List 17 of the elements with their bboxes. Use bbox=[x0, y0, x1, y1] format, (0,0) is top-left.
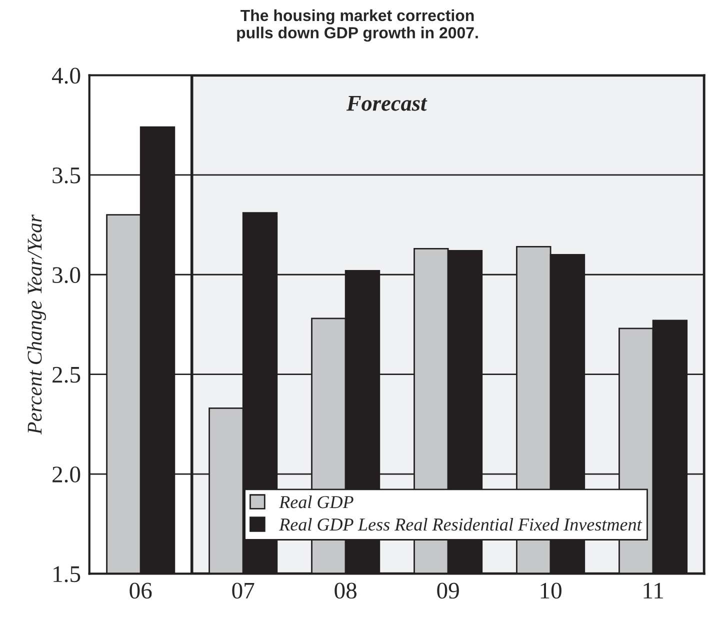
y-tick-label: 2.5 bbox=[52, 366, 80, 383]
chart-title: The housing market correction pulls down GDP growth in 2007. bbox=[237, 9, 478, 42]
x-tick-label: 08 bbox=[334, 582, 356, 599]
y-tick-label: 3.5 bbox=[52, 167, 80, 184]
legend-label: Real GDP Less Real Residential Fixed Investment bbox=[279, 518, 642, 531]
x-tick-label: 10 bbox=[540, 582, 562, 599]
x-tick-label: 06 bbox=[130, 582, 152, 599]
band-label: Forecast bbox=[346, 96, 428, 111]
x-tick-label: 09 bbox=[437, 582, 459, 599]
y-tick-label: 3.0 bbox=[52, 267, 80, 284]
x-tick-label: 07 bbox=[232, 582, 254, 599]
legend-label: Real GDP bbox=[279, 496, 354, 508]
y-tick-label: 2.0 bbox=[52, 466, 80, 483]
y-tick-label: 4.0 bbox=[52, 68, 80, 84]
y-axis-title: Percent Change Year/Year bbox=[27, 214, 46, 435]
x-tick-label: 11 bbox=[644, 582, 663, 598]
y-tick-label: 1.5 bbox=[54, 566, 80, 582]
